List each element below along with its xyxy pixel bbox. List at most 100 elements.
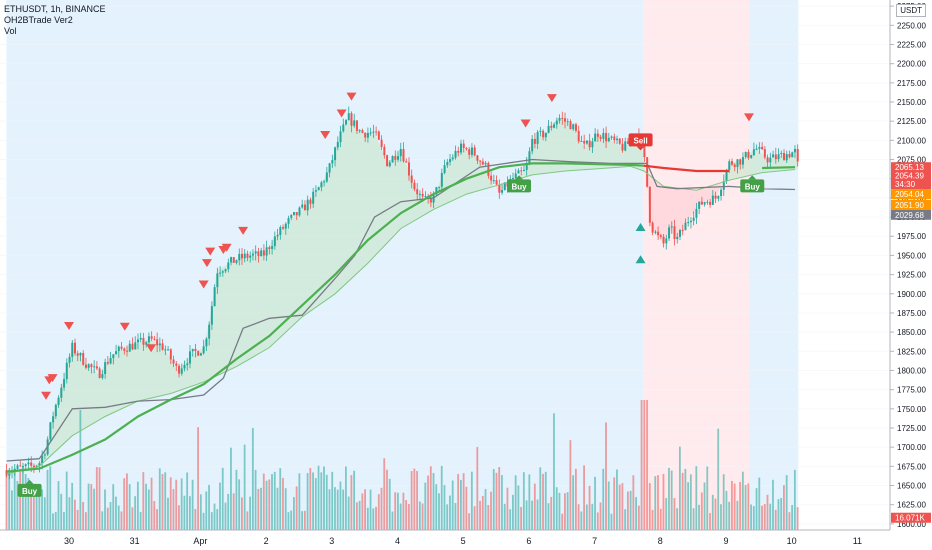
volume-bar bbox=[221, 467, 224, 530]
volume-bar bbox=[618, 484, 621, 530]
volume-bar bbox=[372, 508, 375, 530]
candle bbox=[583, 134, 586, 149]
buy-arrow bbox=[635, 223, 646, 232]
candle-body bbox=[355, 120, 358, 131]
buy-label-box bbox=[507, 179, 532, 193]
candle-body bbox=[139, 337, 142, 340]
candle-body bbox=[766, 157, 769, 163]
candle bbox=[681, 224, 684, 236]
candle-body bbox=[646, 157, 649, 187]
candle bbox=[314, 185, 317, 197]
candle bbox=[695, 202, 698, 225]
symbol-title[interactable]: ETHUSDT, 1h, BINANCE bbox=[4, 4, 106, 14]
candle bbox=[766, 154, 769, 168]
candle-body bbox=[678, 230, 681, 237]
candle bbox=[210, 301, 213, 330]
volume-bar bbox=[161, 473, 164, 530]
volume-bar bbox=[93, 488, 95, 530]
candle bbox=[777, 148, 780, 162]
candle bbox=[156, 332, 159, 353]
candle bbox=[68, 353, 71, 368]
candle-body bbox=[202, 346, 205, 354]
price-label: 2051.90 bbox=[895, 201, 924, 210]
candle-body bbox=[558, 117, 561, 121]
candle-body bbox=[106, 362, 109, 364]
volume-bar bbox=[654, 476, 657, 530]
candle-body bbox=[68, 356, 71, 363]
candle-body bbox=[306, 199, 309, 211]
candle bbox=[596, 129, 599, 143]
candle-body bbox=[112, 354, 115, 359]
candle-body bbox=[76, 353, 79, 356]
sell-arrow bbox=[146, 344, 157, 353]
candle-body bbox=[446, 162, 449, 166]
candle-body bbox=[260, 250, 263, 257]
candle-body bbox=[386, 155, 389, 167]
candle-body bbox=[301, 204, 304, 208]
candle-body bbox=[284, 223, 287, 229]
candle-body bbox=[418, 193, 421, 195]
candle bbox=[684, 218, 687, 231]
candle-body bbox=[235, 260, 238, 263]
volume-bar bbox=[646, 400, 648, 530]
volume-bar bbox=[703, 482, 706, 530]
volume-bar bbox=[479, 500, 481, 530]
candle-body bbox=[65, 362, 68, 380]
volume-bar bbox=[668, 467, 670, 530]
volume-bar bbox=[298, 473, 301, 530]
buy-label: Buy bbox=[740, 175, 765, 193]
volume-label[interactable]: Vol bbox=[4, 26, 17, 36]
sell-arrow bbox=[546, 94, 557, 103]
volume-bar bbox=[13, 471, 16, 530]
candle-body bbox=[413, 182, 416, 190]
candle-body bbox=[142, 337, 145, 345]
candle-body bbox=[657, 231, 660, 236]
volume-bar bbox=[689, 474, 692, 530]
volume-bar bbox=[27, 478, 30, 530]
sell-arrow bbox=[221, 243, 232, 252]
currency-button[interactable]: USDT bbox=[896, 4, 926, 17]
candle bbox=[528, 147, 531, 166]
y-tick-label: 1700.00 bbox=[897, 443, 926, 452]
candle-body bbox=[470, 147, 473, 155]
volume-bar bbox=[783, 485, 785, 530]
candle-body bbox=[314, 190, 317, 192]
volume-bar bbox=[574, 468, 577, 530]
candle bbox=[498, 179, 501, 199]
sell-arrow bbox=[520, 119, 531, 128]
candle-body bbox=[265, 247, 268, 256]
volume-bar bbox=[410, 471, 413, 530]
indicator-name[interactable]: OH2BTrade Ver2 bbox=[4, 15, 73, 25]
candle-body bbox=[731, 161, 734, 165]
volume-bar bbox=[213, 503, 216, 530]
volume-bar bbox=[98, 467, 101, 530]
candle-body bbox=[375, 131, 378, 133]
candle-body bbox=[517, 170, 520, 174]
volume-bar bbox=[199, 494, 202, 530]
volume-bar bbox=[95, 467, 98, 530]
candle-body bbox=[451, 157, 454, 160]
candle-body bbox=[665, 238, 668, 244]
volume-bar bbox=[610, 513, 613, 530]
candle-body bbox=[331, 160, 334, 164]
candle-body bbox=[572, 124, 575, 130]
candle-body bbox=[164, 349, 167, 351]
candle bbox=[454, 145, 457, 160]
x-tick-label: 4 bbox=[395, 536, 400, 546]
highlight-band-1 bbox=[643, 0, 749, 530]
volume-bar bbox=[68, 497, 71, 530]
volume-bar bbox=[720, 504, 722, 530]
series-line-3 bbox=[6, 165, 796, 475]
candle bbox=[336, 136, 339, 151]
y-tick-label: 1925.00 bbox=[897, 271, 926, 280]
candle-body bbox=[687, 222, 690, 224]
buy-label-tip bbox=[515, 175, 524, 180]
volume-bar bbox=[481, 495, 484, 530]
volume-bar bbox=[566, 492, 569, 530]
volume-bar bbox=[314, 478, 317, 530]
volume-bar bbox=[487, 504, 490, 530]
y-tick-label: 1750.00 bbox=[897, 405, 926, 414]
price-label: 2065.13 bbox=[895, 163, 924, 172]
volume-bar bbox=[282, 477, 284, 530]
